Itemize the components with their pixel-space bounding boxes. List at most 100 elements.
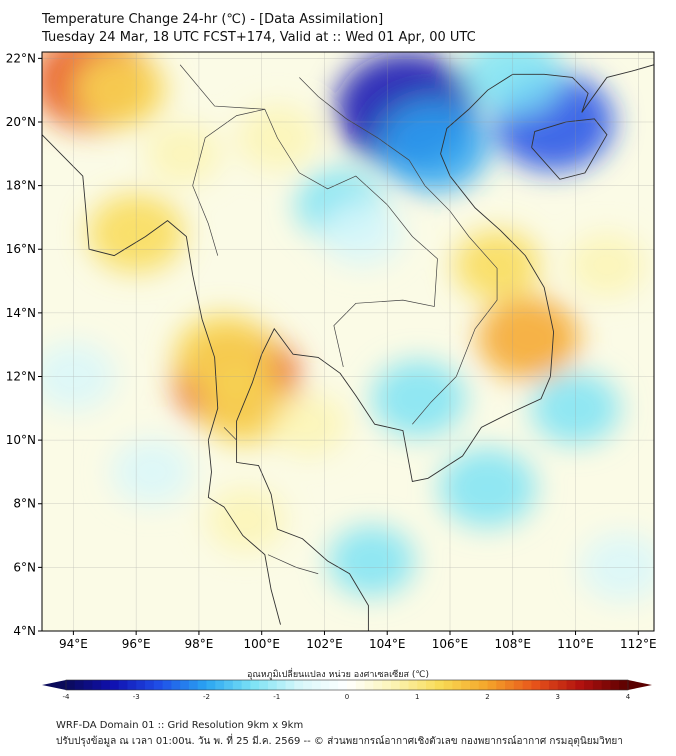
border-path bbox=[223, 427, 237, 441]
colorbar-swatch bbox=[180, 680, 190, 690]
coastline-path bbox=[42, 134, 281, 625]
colorbar-swatch bbox=[548, 680, 559, 690]
footer-credit: ปรับปรุงข้อมูล ณ เวลา 01:00น. วัน พ. ที่… bbox=[56, 736, 623, 747]
lat-tick-label: 4°N bbox=[13, 624, 36, 638]
colorbar-swatch bbox=[522, 680, 532, 690]
colorbar-swatch bbox=[145, 680, 155, 690]
field-anomaly-blob bbox=[201, 371, 291, 445]
lon-tick-label: 94°E bbox=[59, 637, 88, 651]
colorbar-swatch bbox=[276, 680, 287, 690]
lon-tick-label: 98°E bbox=[184, 637, 213, 651]
field-anomaly-blob bbox=[379, 102, 490, 193]
colorbar-swatch bbox=[294, 680, 304, 690]
field-anomaly-blob bbox=[328, 525, 415, 597]
graticule bbox=[42, 52, 654, 631]
colorbar-swatch bbox=[162, 680, 172, 690]
map-title: Temperature Change 24-hr (℃) - [Data Ass… bbox=[42, 12, 384, 27]
colorbar-swatch bbox=[206, 680, 216, 690]
colorbar-swatch bbox=[601, 680, 611, 690]
colorbar-swatch bbox=[259, 680, 269, 690]
colorbar-swatch bbox=[487, 680, 497, 690]
colorbar-min-extend bbox=[42, 680, 66, 690]
colorbar-swatch bbox=[355, 680, 366, 690]
map-subtitle: Tuesday 24 Mar, 18 UTC FCST+174, Valid a… bbox=[42, 30, 476, 45]
colorbar-swatch bbox=[92, 680, 102, 690]
colorbar-swatch bbox=[329, 680, 339, 690]
lat-tick-label: 6°N bbox=[13, 560, 36, 574]
colorbar-swatch bbox=[101, 680, 111, 690]
colorbar-tick-label: 3 bbox=[556, 693, 560, 701]
colorbar-swatch bbox=[197, 680, 207, 690]
coastline-path bbox=[531, 118, 608, 180]
field-anomaly-blob bbox=[477, 296, 580, 381]
colorbar: -4 -3 -2 -1 0 1 2 3 4 bbox=[42, 679, 652, 701]
colorbar-swatch bbox=[478, 680, 488, 690]
colorbar-swatch bbox=[619, 680, 629, 690]
colorbar-swatch bbox=[610, 680, 620, 690]
colorbar-swatch bbox=[557, 680, 568, 690]
colorbar-swatch bbox=[267, 680, 278, 690]
colorbar-swatch bbox=[575, 680, 585, 690]
colorbar-tick-label: 4 bbox=[626, 693, 631, 701]
colorbar-outline bbox=[65, 679, 629, 691]
colorbar-swatch bbox=[153, 680, 164, 690]
colorbar-swatch bbox=[452, 680, 462, 690]
colorbar-tick-label: -1 bbox=[273, 693, 280, 701]
map-frame bbox=[41, 51, 655, 632]
colorbar-swatch bbox=[496, 680, 506, 690]
colorbar-swatch bbox=[540, 680, 550, 690]
colorbar-tick-label: 2 bbox=[485, 693, 489, 701]
colorbar-swatch bbox=[224, 680, 234, 690]
colorbar-swatch bbox=[443, 680, 453, 690]
lat-tick-label: 14°N bbox=[6, 306, 36, 320]
colorbar-swatch bbox=[461, 680, 471, 690]
colorbar-tick-label: 1 bbox=[415, 693, 419, 701]
colorbar-swatch bbox=[171, 680, 181, 690]
colorbar-tick-label: -4 bbox=[63, 693, 71, 701]
colorbar-tick-label: -3 bbox=[133, 693, 140, 701]
coastlines bbox=[42, 64, 654, 631]
colorbar-swatch bbox=[531, 680, 541, 690]
lat-tick-label: 22°N bbox=[6, 51, 36, 65]
lon-tick-label: 104°E bbox=[369, 637, 406, 651]
lat-tick-label: 20°N bbox=[6, 115, 36, 129]
field-anomaly-blob bbox=[111, 438, 193, 506]
colorbar-swatch bbox=[566, 680, 576, 690]
colorbar-swatch bbox=[338, 680, 348, 690]
colorbar-swatch bbox=[505, 680, 515, 690]
colorbar-swatch bbox=[320, 680, 330, 690]
lat-tick-label: 10°N bbox=[6, 433, 36, 447]
colorbar-swatch bbox=[215, 680, 225, 690]
colorbar-swatch bbox=[127, 680, 137, 690]
field-anomaly-blob bbox=[270, 393, 347, 456]
colorbar-swatch bbox=[390, 680, 401, 690]
colorbar-swatch bbox=[382, 680, 392, 690]
lat-tick-label: 12°N bbox=[6, 369, 36, 383]
colorbar-swatch bbox=[250, 680, 260, 690]
lat-tick-label: 8°N bbox=[13, 497, 36, 511]
field-anomaly-blob bbox=[439, 448, 537, 528]
field-anomaly-blob bbox=[321, 200, 403, 267]
colorbar-swatch bbox=[136, 680, 146, 690]
colorbar-swatch bbox=[373, 680, 383, 690]
colorbar-swatch bbox=[364, 680, 374, 690]
lon-tick-label: 112°E bbox=[620, 637, 657, 651]
colorbar-tick-label: 0 bbox=[345, 693, 349, 701]
colorbar-swatch bbox=[426, 680, 436, 690]
lon-tick-label: 108°E bbox=[495, 637, 532, 651]
field-anomaly-blob bbox=[371, 360, 466, 438]
footer-model-info: WRF-DA Domain 01 :: Grid Resolution 9km … bbox=[56, 720, 304, 731]
colorbar-swatch bbox=[417, 680, 427, 690]
colorbar-tick-label: -2 bbox=[203, 693, 210, 701]
colorbar-swatch bbox=[592, 680, 603, 690]
colorbar-swatch bbox=[408, 680, 418, 690]
colorbar-swatch bbox=[303, 680, 313, 690]
map-plot-area bbox=[42, 52, 654, 631]
temperature-change-map: 4°N 6°N 8°N 10°N 12°N 14°N 16°N 18°N 20°N 22°N 94°… bbox=[6, 51, 657, 701]
coastline-path bbox=[236, 64, 654, 631]
field-anomaly-blob bbox=[206, 487, 286, 552]
lon-tick-label: 106°E bbox=[432, 637, 469, 651]
colorbar-swatch bbox=[66, 680, 76, 690]
colorbar-swatch bbox=[109, 680, 120, 690]
colorbar-max-extend bbox=[628, 680, 652, 690]
